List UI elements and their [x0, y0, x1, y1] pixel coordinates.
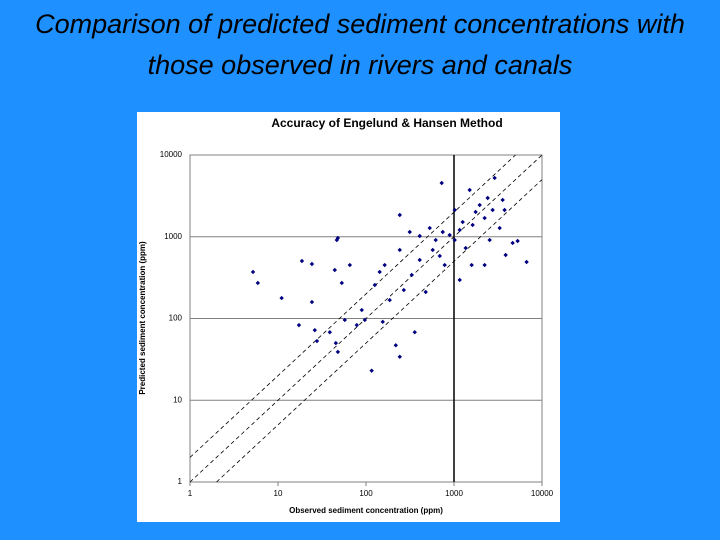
data-point	[437, 253, 442, 259]
y-tick-label: 1000	[164, 232, 182, 241]
y-tick-label: 100	[169, 314, 183, 323]
data-point	[502, 207, 507, 213]
data-point	[393, 343, 398, 348]
data-point	[430, 247, 435, 253]
data-point	[470, 222, 475, 228]
data-point	[510, 240, 515, 246]
data-point	[299, 258, 305, 264]
data-point	[335, 235, 341, 241]
data-point	[482, 215, 487, 221]
data-point	[347, 262, 353, 268]
chart-area	[137, 112, 560, 522]
data-point	[377, 269, 382, 275]
y-tick-label: 10000	[160, 150, 183, 159]
data-point	[463, 245, 468, 251]
data-point	[407, 229, 412, 235]
data-point	[397, 247, 402, 253]
data-point	[327, 329, 333, 335]
x-tick-label: 10000	[531, 489, 554, 498]
data-point	[359, 307, 365, 313]
data-point	[354, 322, 359, 328]
data-point	[409, 272, 414, 278]
data-point	[440, 229, 445, 235]
data-point	[457, 277, 462, 283]
data-point	[369, 368, 374, 373]
data-point	[401, 287, 407, 293]
data-point	[439, 180, 444, 186]
data-point	[524, 259, 529, 265]
data-point	[332, 267, 337, 273]
data-point	[442, 262, 447, 268]
data-point	[342, 317, 347, 323]
data-point	[485, 195, 490, 201]
x-tick-label: 1	[188, 489, 193, 498]
data-point	[497, 225, 502, 231]
data-point	[457, 227, 462, 233]
data-point	[417, 233, 422, 239]
data-point	[490, 207, 495, 213]
data-point	[279, 295, 284, 301]
y-axis-label: Predicted sediment concentration (ppm)	[138, 241, 147, 395]
data-point	[477, 202, 482, 208]
data-point	[427, 225, 432, 231]
data-point	[314, 338, 320, 344]
data-point	[372, 282, 378, 288]
data-point	[397, 212, 402, 218]
data-point	[255, 280, 261, 286]
x-tick-label: 10	[274, 489, 283, 498]
data-point	[482, 262, 487, 268]
data-point	[380, 319, 385, 325]
data-point	[452, 237, 457, 243]
data-point	[387, 297, 392, 303]
chart-title: Accuracy of Engelund & Hansen Method	[271, 116, 502, 130]
data-point	[503, 252, 508, 258]
data-point	[452, 207, 457, 213]
x-axis-label: Observed sediment concentration (ppm)	[289, 506, 443, 515]
data-point	[382, 262, 387, 268]
reference-line	[189, 154, 543, 483]
data-point	[500, 197, 505, 203]
data-point	[250, 269, 256, 275]
x-tick-label: 100	[359, 489, 373, 498]
y-tick-label: 1	[178, 477, 183, 486]
data-point	[309, 261, 315, 267]
data-point	[312, 327, 318, 333]
data-point	[417, 257, 422, 263]
data-point	[473, 209, 478, 215]
data-point	[362, 317, 368, 323]
data-point	[469, 262, 474, 268]
data-point	[339, 280, 345, 286]
data-point	[487, 237, 492, 243]
data-point	[433, 237, 438, 243]
data-point	[309, 299, 315, 305]
data-point	[333, 340, 339, 346]
data-point	[515, 238, 520, 244]
slide-title: Comparison of predicted sediment concent…	[35, 9, 685, 80]
data-point	[492, 175, 497, 181]
data-point	[460, 219, 465, 225]
data-point	[397, 354, 402, 360]
data-point	[412, 329, 417, 335]
data-point	[335, 349, 341, 355]
data-point	[296, 322, 302, 328]
x-tick-label: 1000	[445, 489, 463, 498]
y-tick-label: 10	[173, 395, 182, 404]
data-point	[467, 187, 472, 193]
data-point	[423, 289, 428, 295]
data-point	[447, 232, 452, 238]
